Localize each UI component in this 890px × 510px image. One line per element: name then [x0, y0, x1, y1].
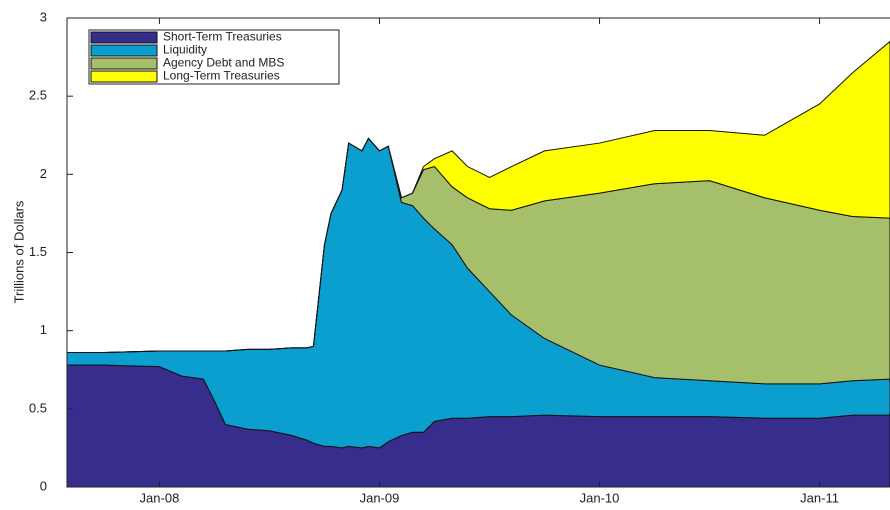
y-tick-label: 2 — [40, 166, 47, 181]
y-tick-label: 1.5 — [29, 244, 47, 259]
y-axis-label: Trillions of Dollars — [11, 200, 26, 303]
x-tick-label: Jan-08 — [140, 490, 180, 505]
y-tick-label: 2.5 — [29, 88, 47, 103]
legend-swatch — [90, 57, 158, 70]
x-tick-label: Jan-11 — [800, 490, 839, 505]
area — [67, 40, 890, 354]
legend-swatch — [90, 44, 158, 57]
legend-label: Agency Debt and MBS — [163, 56, 284, 70]
legend-swatch — [90, 31, 158, 44]
y-tick-label: 1 — [40, 322, 47, 337]
legend-label: Short-Term Treasuries — [163, 30, 282, 44]
y-tick-label: 0.5 — [29, 400, 47, 415]
legend-swatch — [90, 70, 158, 83]
y-tick-label: 3 — [40, 9, 47, 24]
legend-label: Liquidity — [163, 43, 207, 57]
y-tick-label: 0 — [40, 478, 47, 493]
x-tick-label: Jan-09 — [360, 490, 400, 505]
x-tick-label: Jan-10 — [580, 490, 620, 505]
legend-label: Long-Term Treasuries — [163, 69, 280, 83]
